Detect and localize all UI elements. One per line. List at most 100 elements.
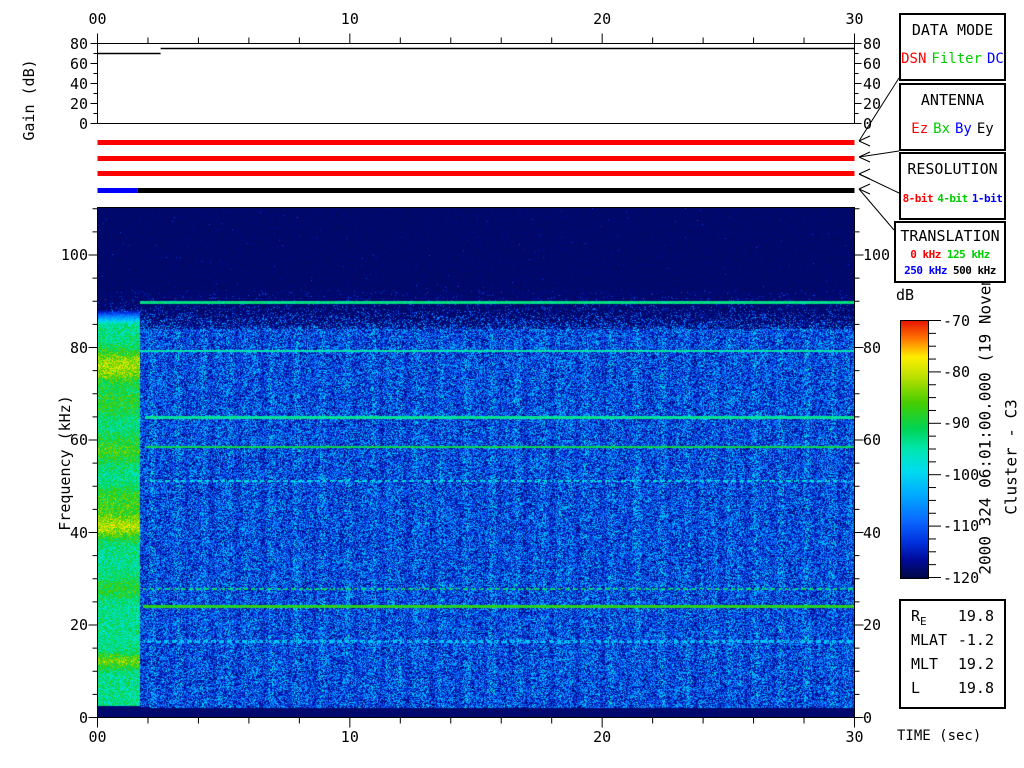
ephemeris-box: RE 19.8 MLAT -1.2 MLT 19.2 L 19.8 bbox=[899, 599, 1006, 709]
gain-y-tick-label-right: 0 bbox=[863, 114, 873, 133]
freq-y-tick-label: 40 bbox=[69, 523, 88, 542]
antenna-title: ANTENNA bbox=[920, 91, 985, 109]
colorbar-tick-label: -120 bbox=[943, 568, 980, 587]
gain-x-tick-label: 20 bbox=[593, 10, 612, 28]
translation-box: TRANSLATION 0 kHz 125 kHz 250 kHz 500 kH… bbox=[894, 221, 1006, 283]
freq-y-tick-label: 20 bbox=[69, 616, 88, 634]
gain-plot-frame bbox=[97, 43, 855, 124]
status-bar-resolution bbox=[97, 171, 855, 176]
freq-y-tick-label-right: 20 bbox=[863, 616, 882, 634]
ephemeris-value: 19.2 bbox=[957, 655, 994, 673]
colorbar-unit-label: dB bbox=[896, 286, 915, 304]
translation-options-row2: 250 kHz 500 kHz bbox=[904, 264, 996, 277]
ephemeris-row-l: L 19.8 bbox=[911, 679, 994, 703]
freq-y-tick-label-right: 0 bbox=[863, 708, 873, 727]
freq-y-tick-label: 60 bbox=[69, 431, 88, 449]
ephemeris-label: MLAT bbox=[911, 631, 948, 649]
colorbar-tick-label: -90 bbox=[943, 414, 971, 433]
callout-arrowhead bbox=[858, 183, 871, 190]
data-mode-box: DATA MODE DSN Filter DC bbox=[899, 13, 1006, 81]
gain-y-tick-label: 20 bbox=[69, 94, 88, 113]
option-dc: DC bbox=[987, 51, 1004, 67]
callout-line-2 bbox=[858, 173, 900, 194]
time-x-tick-label: 20 bbox=[593, 728, 612, 746]
spectrogram-canvas bbox=[97, 207, 855, 718]
callout-arrowhead bbox=[858, 188, 871, 195]
option-4bit: 4-bit bbox=[937, 192, 968, 205]
antenna-options: Ez Bx By Ey bbox=[911, 121, 993, 137]
option-8bit: 8-bit bbox=[902, 192, 934, 205]
status-bar-translation bbox=[97, 188, 138, 193]
freq-y-tick-label-right: 40 bbox=[863, 523, 882, 542]
option-ez: Ez bbox=[911, 121, 929, 137]
gain-y-tick-label-right: 40 bbox=[863, 74, 882, 93]
callout-arrowhead bbox=[858, 140, 871, 147]
colorbar-tick-label: -80 bbox=[943, 362, 971, 381]
gain-y-tick-label: 0 bbox=[78, 114, 88, 133]
callout-arrowhead bbox=[858, 168, 871, 175]
data-mode-title: DATA MODE bbox=[911, 21, 994, 39]
ephemeris-label: L bbox=[911, 679, 921, 697]
option-125khz: 125 kHz bbox=[946, 248, 990, 261]
callout-line-3 bbox=[858, 188, 895, 231]
spacecraft-text: Cluster - C3 bbox=[1001, 399, 1021, 515]
time-x-tick-label: 10 bbox=[340, 728, 359, 746]
data-mode-options: DSN Filter DC bbox=[901, 51, 1004, 67]
colorbar-tick-label: -110 bbox=[943, 517, 980, 536]
ephemeris-value: 19.8 bbox=[957, 679, 994, 697]
option-filter: Filter bbox=[931, 51, 982, 67]
status-bar-translation bbox=[137, 188, 855, 193]
status-bar-data-mode bbox=[97, 140, 855, 145]
translation-options-row1: 0 kHz 125 kHz bbox=[910, 248, 990, 261]
freq-y-tick-label: 80 bbox=[69, 338, 88, 357]
gain-x-tick-label: 00 bbox=[88, 10, 107, 28]
time-x-tick-label: 30 bbox=[845, 728, 864, 746]
option-0khz: 0 kHz bbox=[910, 248, 941, 261]
antenna-box: ANTENNA Ez Bx By Ey bbox=[899, 83, 1006, 151]
option-dsn: DSN bbox=[901, 51, 927, 67]
ephemeris-label: MLT bbox=[911, 655, 939, 673]
freq-y-tick-label-right: 100 bbox=[863, 246, 891, 264]
gain-y-tick-label: 60 bbox=[69, 54, 88, 73]
resolution-options: 8-bit 4-bit 1-bit bbox=[903, 192, 1003, 205]
gain-y-tick-label-right: 80 bbox=[863, 34, 882, 53]
resolution-box: RESOLUTION 8-bit 4-bit 1-bit bbox=[899, 152, 1006, 220]
option-ey: Ey bbox=[976, 121, 994, 137]
gain-y-tick-label-right: 60 bbox=[863, 54, 882, 73]
ephemeris-label: RE bbox=[911, 607, 927, 628]
ephemeris-row-re: RE 19.8 bbox=[911, 607, 994, 631]
gain-x-tick-label: 10 bbox=[340, 10, 359, 28]
status-bar-antenna bbox=[97, 156, 855, 161]
callout-line-1 bbox=[858, 150, 900, 158]
colorbar-tick-label: -100 bbox=[943, 465, 980, 484]
callout-arrowhead bbox=[858, 173, 871, 180]
ephemeris-value: -1.2 bbox=[957, 631, 994, 649]
ephemeris-value: 19.8 bbox=[957, 607, 994, 625]
freq-y-tick-label-right: 60 bbox=[863, 431, 882, 449]
gain-y-tick-label: 40 bbox=[69, 74, 88, 93]
time-axis-label: TIME (sec) bbox=[897, 728, 982, 744]
option-500khz: 500 kHz bbox=[953, 264, 996, 277]
gain-y-tick-label-right: 20 bbox=[863, 94, 882, 113]
freq-y-tick-label: 100 bbox=[60, 246, 88, 264]
time-x-tick-label: 00 bbox=[88, 728, 107, 746]
gain-y-tick-label: 80 bbox=[69, 34, 88, 53]
option-1bit: 1-bit bbox=[971, 192, 1003, 205]
ephemeris-row-mlt: MLT 19.2 bbox=[911, 655, 994, 679]
option-by: By bbox=[955, 121, 972, 137]
colorbar-tick-label: -70 bbox=[943, 311, 971, 330]
callout-arrowhead bbox=[858, 135, 871, 142]
colorbar bbox=[900, 320, 929, 579]
ephemeris-row-mlat: MLAT -1.2 bbox=[911, 631, 994, 655]
option-250khz: 250 kHz bbox=[904, 264, 947, 277]
resolution-title: RESOLUTION bbox=[907, 160, 998, 178]
translation-title: TRANSLATION bbox=[900, 227, 1000, 245]
callout-arrowhead bbox=[858, 156, 871, 163]
option-bx: Bx bbox=[933, 121, 950, 137]
callout-arrowhead bbox=[858, 151, 871, 158]
freq-y-tick-label-right: 80 bbox=[863, 338, 882, 357]
freq-y-tick-label: 0 bbox=[78, 708, 88, 727]
frequency-axis-label: Frequency (kHz) bbox=[56, 395, 74, 531]
gain-x-tick-label: 30 bbox=[845, 10, 864, 28]
